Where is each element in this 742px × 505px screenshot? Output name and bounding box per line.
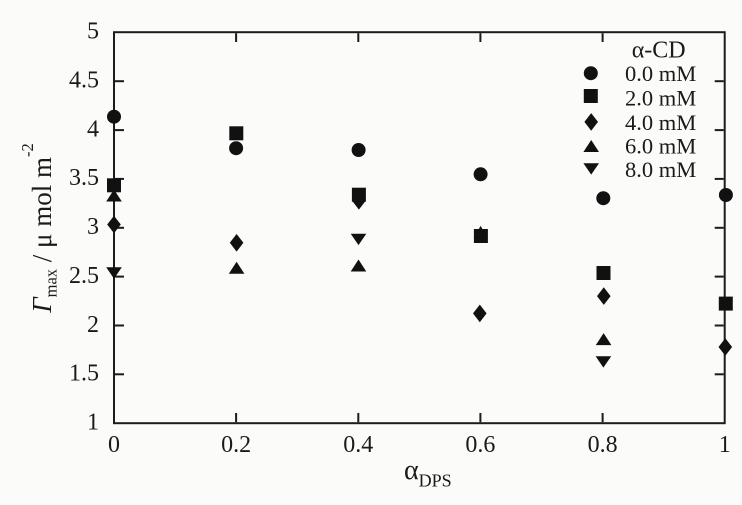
svg-text:0.6: 0.6 (465, 432, 495, 458)
svg-text:4.5: 4.5 (69, 68, 99, 94)
svg-text:αDPS: αDPS (404, 455, 452, 491)
svg-text:1: 1 (719, 432, 731, 458)
svg-text:0.2: 0.2 (221, 432, 251, 458)
svg-text:2.5: 2.5 (69, 263, 99, 289)
svg-text:3: 3 (87, 214, 99, 240)
svg-text:0: 0 (108, 432, 120, 458)
svg-text:6.0 mM: 6.0 mM (625, 134, 696, 159)
svg-text:Γmax / μ mol m-2: Γmax / μ mol m-2 (18, 143, 61, 314)
svg-text:4: 4 (87, 116, 99, 142)
svg-text:5: 5 (87, 19, 99, 45)
svg-text:4.0 mM: 4.0 mM (625, 110, 696, 135)
svg-text:8.0 mM: 8.0 mM (625, 157, 696, 182)
svg-text:1: 1 (87, 410, 99, 436)
svg-text:3.5: 3.5 (69, 165, 99, 191)
svg-text:0.4: 0.4 (343, 432, 373, 458)
svg-text:2: 2 (87, 312, 99, 338)
svg-text:α-CD: α-CD (632, 38, 686, 64)
svg-text:2.0 mM: 2.0 mM (625, 86, 696, 111)
svg-text:0.0 mM: 0.0 mM (625, 61, 696, 86)
svg-text:0.8: 0.8 (588, 432, 618, 458)
svg-text:1.5: 1.5 (69, 361, 99, 387)
